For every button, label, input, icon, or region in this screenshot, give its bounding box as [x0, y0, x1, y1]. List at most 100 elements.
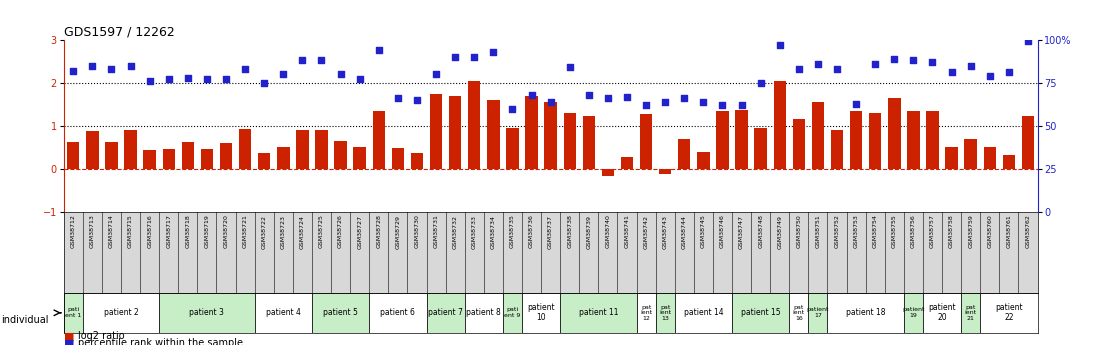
Point [84, 63, 102, 68]
Point [446, 54, 464, 60]
Text: GSM38736: GSM38736 [529, 215, 534, 248]
Text: GSM38719: GSM38719 [205, 215, 209, 248]
Bar [296, 130, 309, 169]
Bar [732, 293, 789, 333]
Point [713, 102, 731, 108]
Bar [334, 141, 347, 169]
Bar [522, 293, 560, 333]
Bar [159, 293, 255, 333]
Text: pati
ent 9: pati ent 9 [504, 307, 521, 318]
Bar [1022, 117, 1034, 169]
Text: GSM38717: GSM38717 [167, 215, 171, 248]
Bar [736, 110, 748, 169]
Bar [369, 293, 426, 333]
Bar [774, 81, 786, 169]
Text: pati
ent 1: pati ent 1 [65, 307, 82, 318]
Text: GSM38762: GSM38762 [1025, 215, 1031, 248]
Text: GSM38725: GSM38725 [319, 215, 324, 248]
Point [675, 96, 693, 101]
Point [1018, 39, 1036, 44]
Point [484, 49, 502, 55]
Bar [468, 81, 481, 169]
Text: GSM38713: GSM38713 [89, 215, 95, 248]
Point [179, 75, 197, 80]
Bar [506, 128, 519, 169]
Point [255, 80, 273, 86]
Bar [639, 114, 652, 169]
Text: patient
20: patient 20 [928, 303, 956, 323]
Point [980, 73, 998, 79]
Point [637, 102, 655, 108]
Bar [601, 169, 614, 176]
Text: GSM38721: GSM38721 [243, 215, 247, 248]
Point [274, 71, 292, 77]
Text: individual: individual [1, 315, 48, 325]
Bar [984, 148, 996, 169]
Point [351, 77, 369, 82]
Bar [124, 130, 136, 169]
Text: GSM38757: GSM38757 [930, 215, 935, 248]
Point [580, 92, 598, 98]
Bar [961, 293, 980, 333]
Bar [67, 142, 79, 169]
Bar [277, 147, 290, 169]
Text: GSM38714: GSM38714 [108, 215, 114, 248]
Text: GDS1597 / 12262: GDS1597 / 12262 [64, 26, 174, 39]
Text: GSM38715: GSM38715 [129, 215, 133, 248]
Bar [655, 293, 675, 333]
Bar [563, 113, 576, 169]
Bar [850, 111, 862, 169]
Bar [888, 98, 900, 169]
Point [751, 80, 769, 86]
Bar [678, 139, 691, 169]
Bar [903, 293, 923, 333]
Bar [353, 147, 366, 169]
Text: GSM38722: GSM38722 [262, 215, 267, 249]
Point [847, 101, 865, 106]
Bar [410, 152, 424, 169]
Text: GSM38739: GSM38739 [586, 215, 591, 249]
Text: GSM38730: GSM38730 [415, 215, 419, 248]
Text: GSM38723: GSM38723 [281, 215, 286, 249]
Text: GSM38755: GSM38755 [892, 215, 897, 248]
Point [293, 58, 311, 63]
Text: patient 8: patient 8 [466, 308, 501, 317]
Bar [927, 111, 939, 169]
Bar [1003, 155, 1015, 169]
Point [370, 47, 388, 53]
Text: GSM38727: GSM38727 [357, 215, 362, 249]
Point [103, 66, 121, 72]
Text: log2 ratio: log2 ratio [78, 332, 125, 341]
Text: GSM38748: GSM38748 [758, 215, 764, 248]
Text: GSM38733: GSM38733 [472, 215, 476, 249]
Point [503, 106, 521, 111]
Text: pat
ient
13: pat ient 13 [660, 305, 671, 321]
Point [790, 66, 808, 72]
Bar [869, 113, 881, 169]
Text: patient
22: patient 22 [995, 303, 1023, 323]
Bar [391, 148, 404, 169]
Point [694, 99, 712, 105]
Bar [831, 130, 843, 169]
Point [408, 97, 426, 103]
Text: ■: ■ [64, 338, 74, 345]
Text: patient
19: patient 19 [902, 307, 925, 318]
Point [885, 56, 903, 61]
Bar [544, 102, 557, 169]
Bar [312, 293, 369, 333]
Bar [755, 128, 767, 169]
Text: patient 2: patient 2 [104, 308, 139, 317]
Point [65, 68, 83, 73]
Bar [582, 117, 595, 169]
Point [389, 96, 407, 101]
Text: patient 3: patient 3 [189, 308, 225, 317]
Point [122, 63, 140, 68]
Bar [181, 142, 195, 169]
Text: percentile rank within the sample: percentile rank within the sample [78, 338, 244, 345]
Bar [429, 93, 443, 169]
Point [542, 99, 560, 105]
Text: patient 11: patient 11 [579, 308, 618, 317]
Text: patient 7: patient 7 [428, 308, 463, 317]
Text: GSM38750: GSM38750 [796, 215, 802, 248]
Text: GSM38743: GSM38743 [663, 215, 667, 249]
